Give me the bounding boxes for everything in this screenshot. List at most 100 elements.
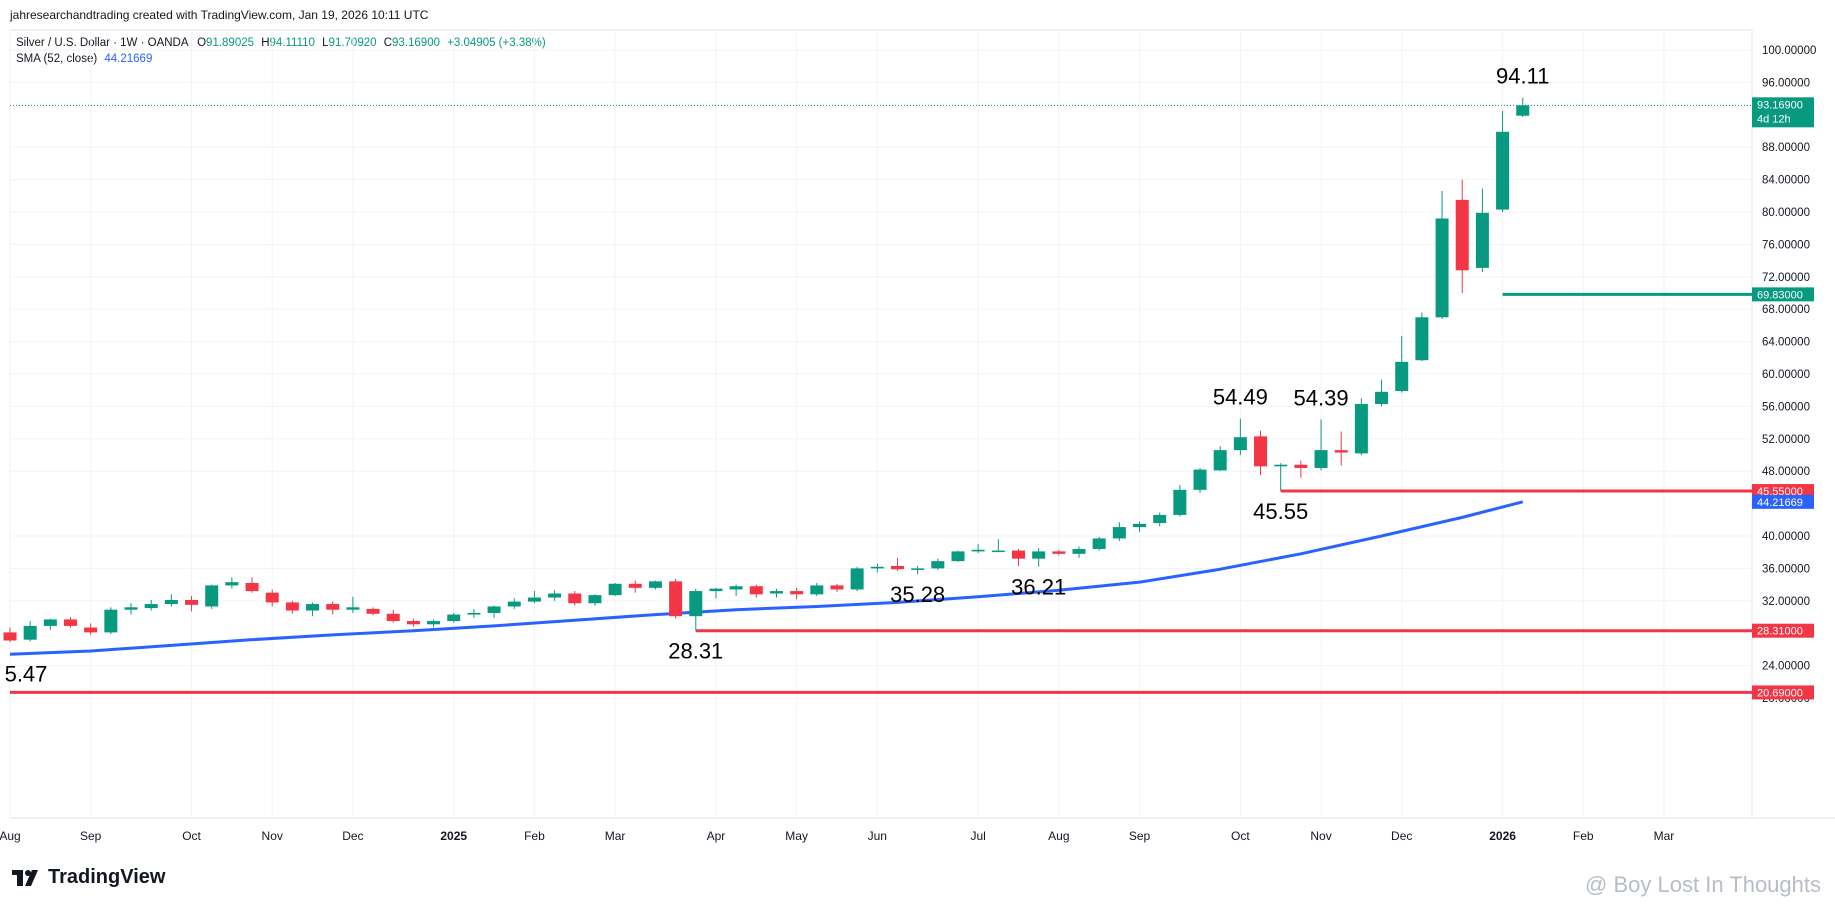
x-tick-label: Nov [1310,829,1331,843]
price-label-text: 28.31000 [1757,626,1803,638]
candle-body [1435,218,1449,318]
x-tick-label: 2026 [1489,829,1516,843]
horizontal-lines [10,104,1752,694]
candle-body [1052,551,1066,554]
candle-body [1233,437,1247,451]
x-tick-label: Feb [524,829,545,843]
candle-body [608,583,622,596]
sma-value: 44.21669 [104,53,153,65]
candle-body [205,585,219,607]
candle-body [1254,436,1268,467]
brand-name: TradingView [48,866,166,888]
y-tick-label: 80.00000 [1762,207,1810,219]
candle-body [669,581,683,617]
candle-body [185,599,199,605]
price-annotation: 36.21 [1011,575,1066,600]
candle-body [124,607,138,610]
change-value: +3.04905 (+3.38%) [447,37,546,49]
close-value: 93.16900 [392,37,440,49]
x-tick-label: Mar [605,829,626,843]
y-tick-label: 68.00000 [1762,304,1810,316]
candle-body [870,566,884,569]
chart-credit: jahresearchandtrading created with Tradi… [10,8,429,22]
candle-body [1213,450,1227,471]
sma-row: SMA (52, close) 44.21669 [16,51,546,67]
sma-label[interactable]: SMA (52, close) [16,53,98,65]
candle-body [346,607,360,610]
candle-body [729,586,743,590]
candle-body [1072,548,1086,554]
x-tick-label: Aug [0,829,21,843]
symbol-title[interactable]: Silver / U.S. Dollar · 1W · OANDA [16,37,188,49]
candle-body [931,561,945,569]
candle-body [467,612,481,615]
candle-body [386,613,400,622]
candle-body [1112,527,1126,539]
annotations: 94.11 54.49 54.39 45.55 35.28 36.21 28.31 5.47 [5,64,1550,687]
price-annotation: 28.31 [668,639,723,664]
grid [9,29,1835,819]
candle-body [527,597,541,602]
candle-body [1375,391,1389,404]
x-tick-label: Oct [1231,829,1250,843]
close-label: C [383,37,393,49]
y-tick-label: 60.00000 [1762,369,1810,381]
x-tick-label: Feb [1573,829,1594,843]
tradingview-logo[interactable]: TradingView [12,866,165,889]
candle-body [971,549,985,552]
candle-body [487,606,501,613]
watermark: @ Boy Lost In Thoughts [1585,872,1821,898]
y-tick-label: 32.00000 [1762,596,1810,608]
price-annotation: 45.55 [1253,499,1308,524]
candle-body [1496,131,1510,210]
candle-body [830,585,844,590]
high-label: H [261,37,270,49]
candle-body [1415,317,1429,361]
y-tick-label: 84.00000 [1762,175,1810,187]
candle-body [285,602,299,611]
y-tick-label: 76.00000 [1762,239,1810,251]
ohlc-row: Silver / U.S. Dollar · 1W · OANDA O91.89… [16,35,546,51]
candle-body [225,582,239,586]
candle-body [3,632,17,641]
candle-body [245,582,259,592]
chart-legend: Silver / U.S. Dollar · 1W · OANDA O91.89… [16,35,546,67]
x-tick-label: Nov [262,829,283,843]
y-tick-label: 100.00000 [1762,45,1816,57]
y-tick-label: 40.00000 [1762,531,1810,543]
candle-body [366,608,380,614]
candle-body [1173,489,1187,515]
candle-body [1294,464,1308,468]
y-tick-label: 56.00000 [1762,401,1810,413]
candle-body [1395,361,1409,392]
time-axis[interactable]: Aug Sep Oct Nov Dec 2025 Feb Mar Apr May Jun Jul Aug… [0,829,1674,843]
y-tick-label: 72.00000 [1762,272,1810,284]
x-tick-label: Aug [1048,829,1069,843]
candle-body [1475,212,1489,268]
x-tick-label: Jun [868,829,887,843]
price-annotation: 5.47 [5,662,48,687]
x-tick-label: Apr [707,829,726,843]
candle-body [1516,105,1530,116]
candle-body [306,604,320,611]
candle-body [1153,514,1167,524]
tradingview-logo-icon [12,869,38,886]
price-label-box [1752,623,1814,638]
price-label-box [1752,97,1814,128]
candle-body [689,591,703,617]
candle-body [164,599,178,605]
x-tick-label: Dec [342,829,363,843]
candle-body [1092,538,1106,549]
x-tick-label: Oct [182,829,201,843]
x-tick-label: Mar [1654,829,1675,843]
x-tick-label: Jul [970,829,985,843]
sma-line-group [9,500,1524,656]
candle-body [1274,464,1288,467]
high-value: 94.11110 [269,37,315,49]
price-axis[interactable]: 100.00000 96.00000 88.00000 84.00000 80.0000… [1762,45,1816,705]
y-tick-label: 64.00000 [1762,337,1810,349]
price-label-box [1752,484,1814,499]
candle-body [43,619,57,626]
